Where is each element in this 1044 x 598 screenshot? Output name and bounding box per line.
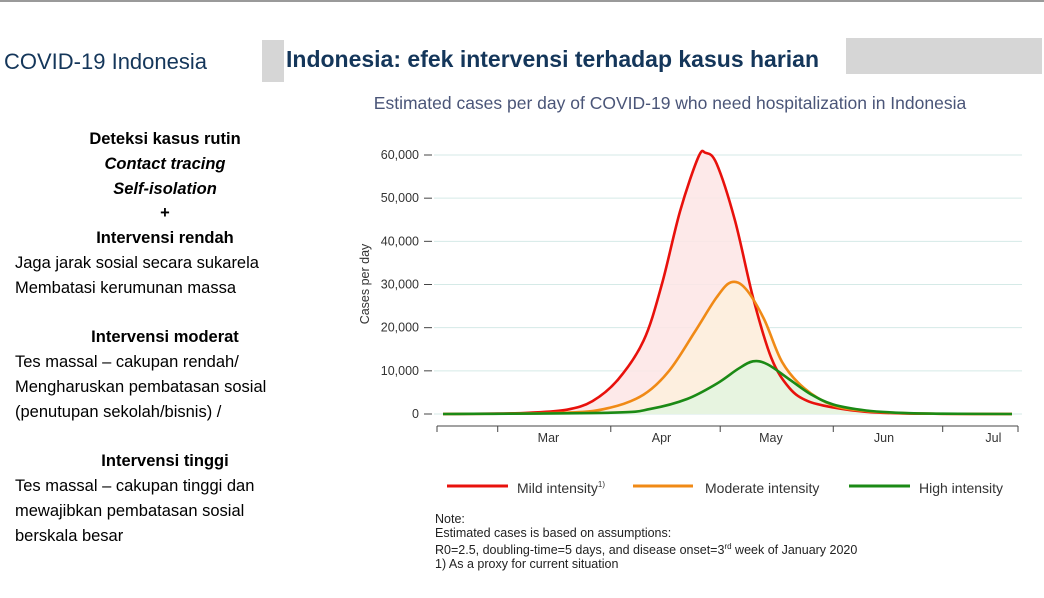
y-tick-label: 30,000 — [381, 278, 419, 292]
high-intervention-heading: Intervensi tinggi — [101, 452, 229, 471]
legend-label: High intensity — [919, 480, 1003, 496]
y-tick-label: 20,000 — [381, 321, 419, 335]
high-intervention-line: berskala besar — [15, 526, 124, 545]
note-heading: Note: — [435, 512, 465, 526]
x-tick-label: May — [759, 431, 783, 445]
low-intervention-line: Membatasi kerumunan massa — [15, 278, 237, 297]
intervention-description: Deteksi kasus rutin Contact tracing Self… — [15, 127, 315, 549]
legend-superscript: 1) — [598, 480, 605, 489]
note-superscript: rd — [724, 542, 732, 551]
moderate-intervention-line: Mengharuskan pembatasan sosial — [15, 377, 267, 396]
page-title: Indonesia: efek intervensi terhadap kasu… — [286, 46, 820, 72]
moderate-intervention-line: Tes massal – cakupan rendah/ — [15, 353, 239, 372]
chart-note: Note: Estimated cases is based on assump… — [435, 512, 857, 571]
moderate-intervention-line: (penutupan sekolah/bisnis) / — [15, 402, 222, 421]
legend-label: Moderate intensity — [705, 480, 819, 496]
title-accent-bar-right — [846, 38, 1042, 74]
chart-title: Estimated cases per day of COVID-19 who … — [373, 93, 967, 113]
legend: Mild intensity1) Moderate intensity High i… — [447, 480, 1003, 496]
legend-label: Mild intensity1) — [517, 480, 605, 496]
routine-item-contact-tracing: Contact tracing — [104, 154, 226, 173]
x-tick-label: Apr — [652, 431, 671, 445]
y-tick-label: 60,000 — [381, 148, 419, 162]
moderate-intervention-heading: Intervensi moderat — [91, 328, 239, 347]
top-divider — [0, 0, 1044, 2]
series-area-mild-intensity — [443, 150, 1012, 414]
series-area-moderate-intensity — [443, 281, 1012, 414]
y-tick-label: 50,000 — [381, 191, 419, 205]
note-text: R0=2.5, doubling-time=5 days, and diseas… — [435, 543, 725, 558]
routine-item-self-isolation: Self-isolation — [113, 179, 217, 198]
title-accent-bar-left — [262, 40, 284, 82]
note-line: 1) As a proxy for current situation — [435, 557, 619, 572]
note-line: R0=2.5, doubling-time=5 days, and diseas… — [435, 540, 857, 557]
y-tick-label: 10,000 — [381, 364, 419, 378]
y-tick-label: 40,000 — [381, 234, 419, 248]
low-intervention-line: Jaga jarak sosial secara sukarela — [15, 253, 259, 272]
low-intervention-heading: Intervensi rendah — [96, 229, 234, 248]
axis-layer: 0 10,000 20,000 30,000 40,000 50,000 60,000 Mar… — [381, 148, 1019, 445]
y-axis-label: Cases per day — [358, 243, 372, 324]
line-layer — [442, 149, 1013, 416]
high-intervention-line: mewajibkan pembatasan sosial — [15, 501, 245, 520]
series-line-high-intensity — [442, 359, 1013, 416]
plus-sign: + — [160, 204, 170, 223]
series-area-high-intensity — [443, 361, 1012, 414]
y-tick-label: 0 — [412, 407, 419, 421]
x-tick-label: Jul — [985, 431, 1001, 445]
note-text: week of January 2020 — [731, 543, 858, 558]
x-tick-label: Mar — [538, 431, 560, 445]
high-intervention-line: Tes massal – cakupan tinggi dan — [15, 477, 255, 496]
x-tick-label: Jun — [874, 431, 894, 445]
section-title: COVID-19 Indonesia — [4, 49, 207, 74]
area-layer — [443, 150, 1012, 414]
note-line: Estimated cases is based on assumptions: — [435, 526, 672, 540]
routine-heading: Deteksi kasus rutin — [89, 130, 241, 148]
